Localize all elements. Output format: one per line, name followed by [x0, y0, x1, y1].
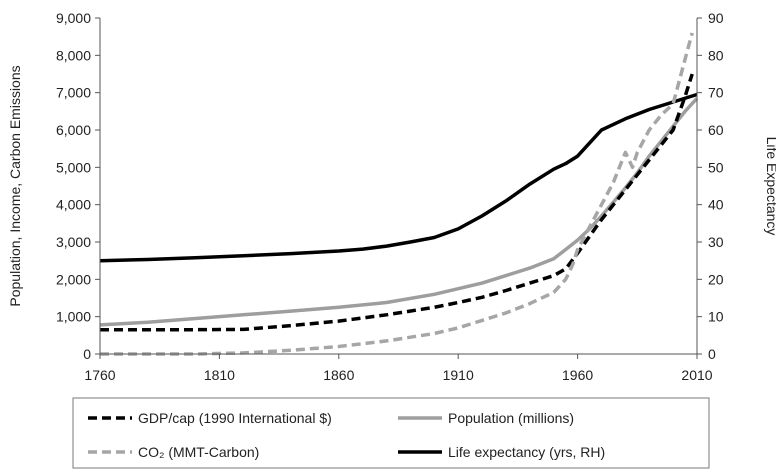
- x-tick-label: 1960: [562, 367, 593, 383]
- series-line-0: [100, 73, 694, 332]
- x-tick-label: 1860: [323, 367, 354, 383]
- y2-tick-label: 10: [708, 309, 724, 325]
- series-line-3: [99, 92, 698, 263]
- ticks: 0 1,000 2,000 3,000 4,000 5,000 6,000 7,000 8,00…: [56, 10, 724, 383]
- y2-tick-label: 90: [708, 10, 724, 26]
- y-tick-label: 4,000: [56, 197, 91, 213]
- y-tick-label: 1,000: [56, 309, 91, 325]
- y2-axis-title: Life Expectancy: [764, 137, 776, 236]
- legend-box: [72, 397, 710, 469]
- y2-tick-label: 70: [708, 85, 724, 101]
- legend: GDP/cap (1990 International $) Population…: [72, 397, 710, 469]
- x-tick-label: 1760: [84, 367, 115, 383]
- y-axis-title: Population, Income, Carbon Emissions: [7, 65, 23, 306]
- series-line-2: [100, 32, 694, 356]
- x-tick-label: 1810: [204, 367, 235, 383]
- legend-label: Population (millions): [448, 410, 574, 426]
- y-tick-label: 9,000: [56, 10, 91, 26]
- y2-tick-label: 60: [708, 122, 724, 138]
- x-tick-label: 1910: [443, 367, 474, 383]
- y2-tick-label: 0: [708, 346, 716, 362]
- y2-tick-label: 30: [708, 234, 724, 250]
- y-tick-label: 8,000: [56, 47, 91, 63]
- legend-label: CO₂ (MMT-Carbon): [138, 444, 259, 460]
- y-tick-label: 2,000: [56, 271, 91, 287]
- x-tick-label: 2010: [681, 367, 712, 383]
- y-tick-label: 7,000: [56, 85, 91, 101]
- axes: [99, 18, 698, 355]
- series-line-1: [99, 97, 699, 327]
- y2-tick-label: 40: [708, 197, 724, 213]
- y-tick-label: 5,000: [56, 159, 91, 175]
- y2-tick-label: 50: [708, 159, 724, 175]
- legend-label: GDP/cap (1990 International $): [138, 410, 332, 426]
- y-tick-label: 3,000: [56, 234, 91, 250]
- y2-tick-label: 20: [708, 271, 724, 287]
- y-tick-label: 6,000: [56, 122, 91, 138]
- y-tick-label: 0: [83, 346, 91, 362]
- plot-lines: [99, 32, 699, 356]
- y2-tick-label: 80: [708, 47, 724, 63]
- legend-label: Life expectancy (yrs, RH): [448, 444, 605, 460]
